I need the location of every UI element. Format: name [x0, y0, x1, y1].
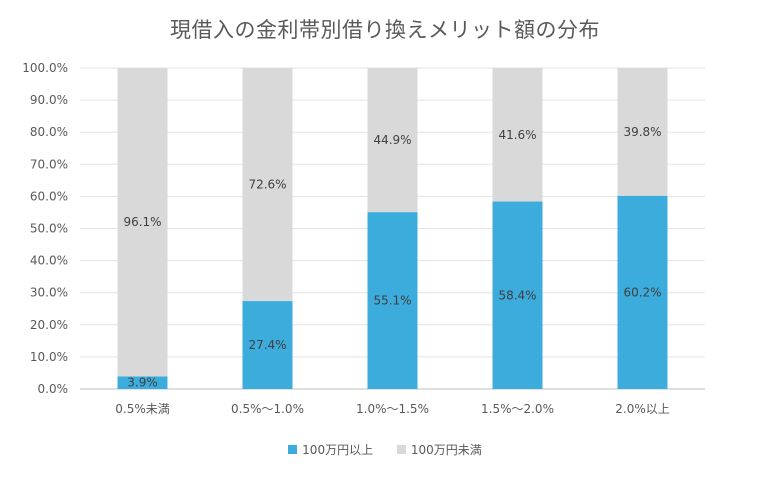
- legend-item-series-1[interactable]: 100万円以上: [288, 441, 373, 458]
- data-labels: 3.9% 96.1% 27.4% 72.6% 55.1% 44.9% 58.4% 41.6% 6…: [123, 125, 661, 390]
- y-tick-label: 100.0%: [22, 61, 68, 75]
- y-tick-label: 90.0%: [30, 93, 68, 107]
- data-label: 3.9%: [127, 376, 158, 390]
- x-category-label: 0.5%未満: [115, 402, 170, 416]
- x-category-label: 0.5%〜1.0%: [231, 402, 304, 416]
- bar-segment-series-1: [617, 195, 668, 389]
- legend-label-series-1: 100万円以上: [302, 443, 374, 457]
- data-label: 55.1%: [373, 294, 411, 308]
- bar-segment-series-1: [242, 301, 293, 389]
- data-label: 72.6%: [248, 178, 286, 192]
- data-label: 44.9%: [373, 133, 411, 147]
- legend-item-series-2[interactable]: 100万円未満: [396, 441, 482, 458]
- data-label: 41.6%: [498, 128, 536, 142]
- y-axis: 0.0% 10.0% 20.0% 30.0% 40.0% 50.0% 60.0% 70.0% 8…: [22, 61, 68, 396]
- data-label: 60.2%: [623, 285, 661, 299]
- bar-segment-series-2: [242, 68, 293, 302]
- legend: 100万円以上 100万円未満: [0, 441, 770, 458]
- y-tick-label: 60.0%: [30, 189, 68, 203]
- data-label: 96.1%: [123, 215, 161, 229]
- y-tick-label: 50.0%: [30, 222, 68, 236]
- legend-label-series-2: 100万円未満: [410, 443, 482, 457]
- bar-segment-series-1: [367, 212, 418, 389]
- data-label: 58.4%: [498, 288, 536, 302]
- bar-segment-series-2: [117, 68, 168, 377]
- x-category-label: 1.0%〜1.5%: [356, 402, 429, 416]
- y-tick-label: 0.0%: [38, 382, 69, 396]
- y-tick-label: 10.0%: [30, 350, 68, 364]
- legend-swatch-series-1: [288, 445, 298, 454]
- bar-segment-series-2: [617, 68, 668, 196]
- data-label: 39.8%: [623, 125, 661, 139]
- chart-title: 現借入の金利帯別借り換えメリット額の分布: [170, 18, 600, 42]
- y-tick-label: 20.0%: [30, 318, 68, 332]
- bar-segment-series-2: [367, 68, 418, 213]
- x-axis: 0.5%未満 0.5%〜1.0% 1.0%〜1.5% 1.5%〜2.0% 2.0%以上: [115, 402, 670, 416]
- legend-swatch-series-2: [396, 445, 406, 454]
- bars: [117, 68, 668, 389]
- y-tick-label: 80.0%: [30, 125, 68, 139]
- bar-segment-series-2: [492, 68, 543, 202]
- bar-segment-series-1: [117, 376, 168, 389]
- y-tick-label: 30.0%: [30, 286, 68, 300]
- data-label: 27.4%: [248, 338, 286, 352]
- x-category-label: 2.0%以上: [615, 402, 670, 416]
- x-category-label: 1.5%〜2.0%: [481, 402, 554, 416]
- y-tick-label: 70.0%: [30, 157, 68, 171]
- y-tick-label: 40.0%: [30, 254, 68, 268]
- bar-segment-series-1: [492, 201, 543, 389]
